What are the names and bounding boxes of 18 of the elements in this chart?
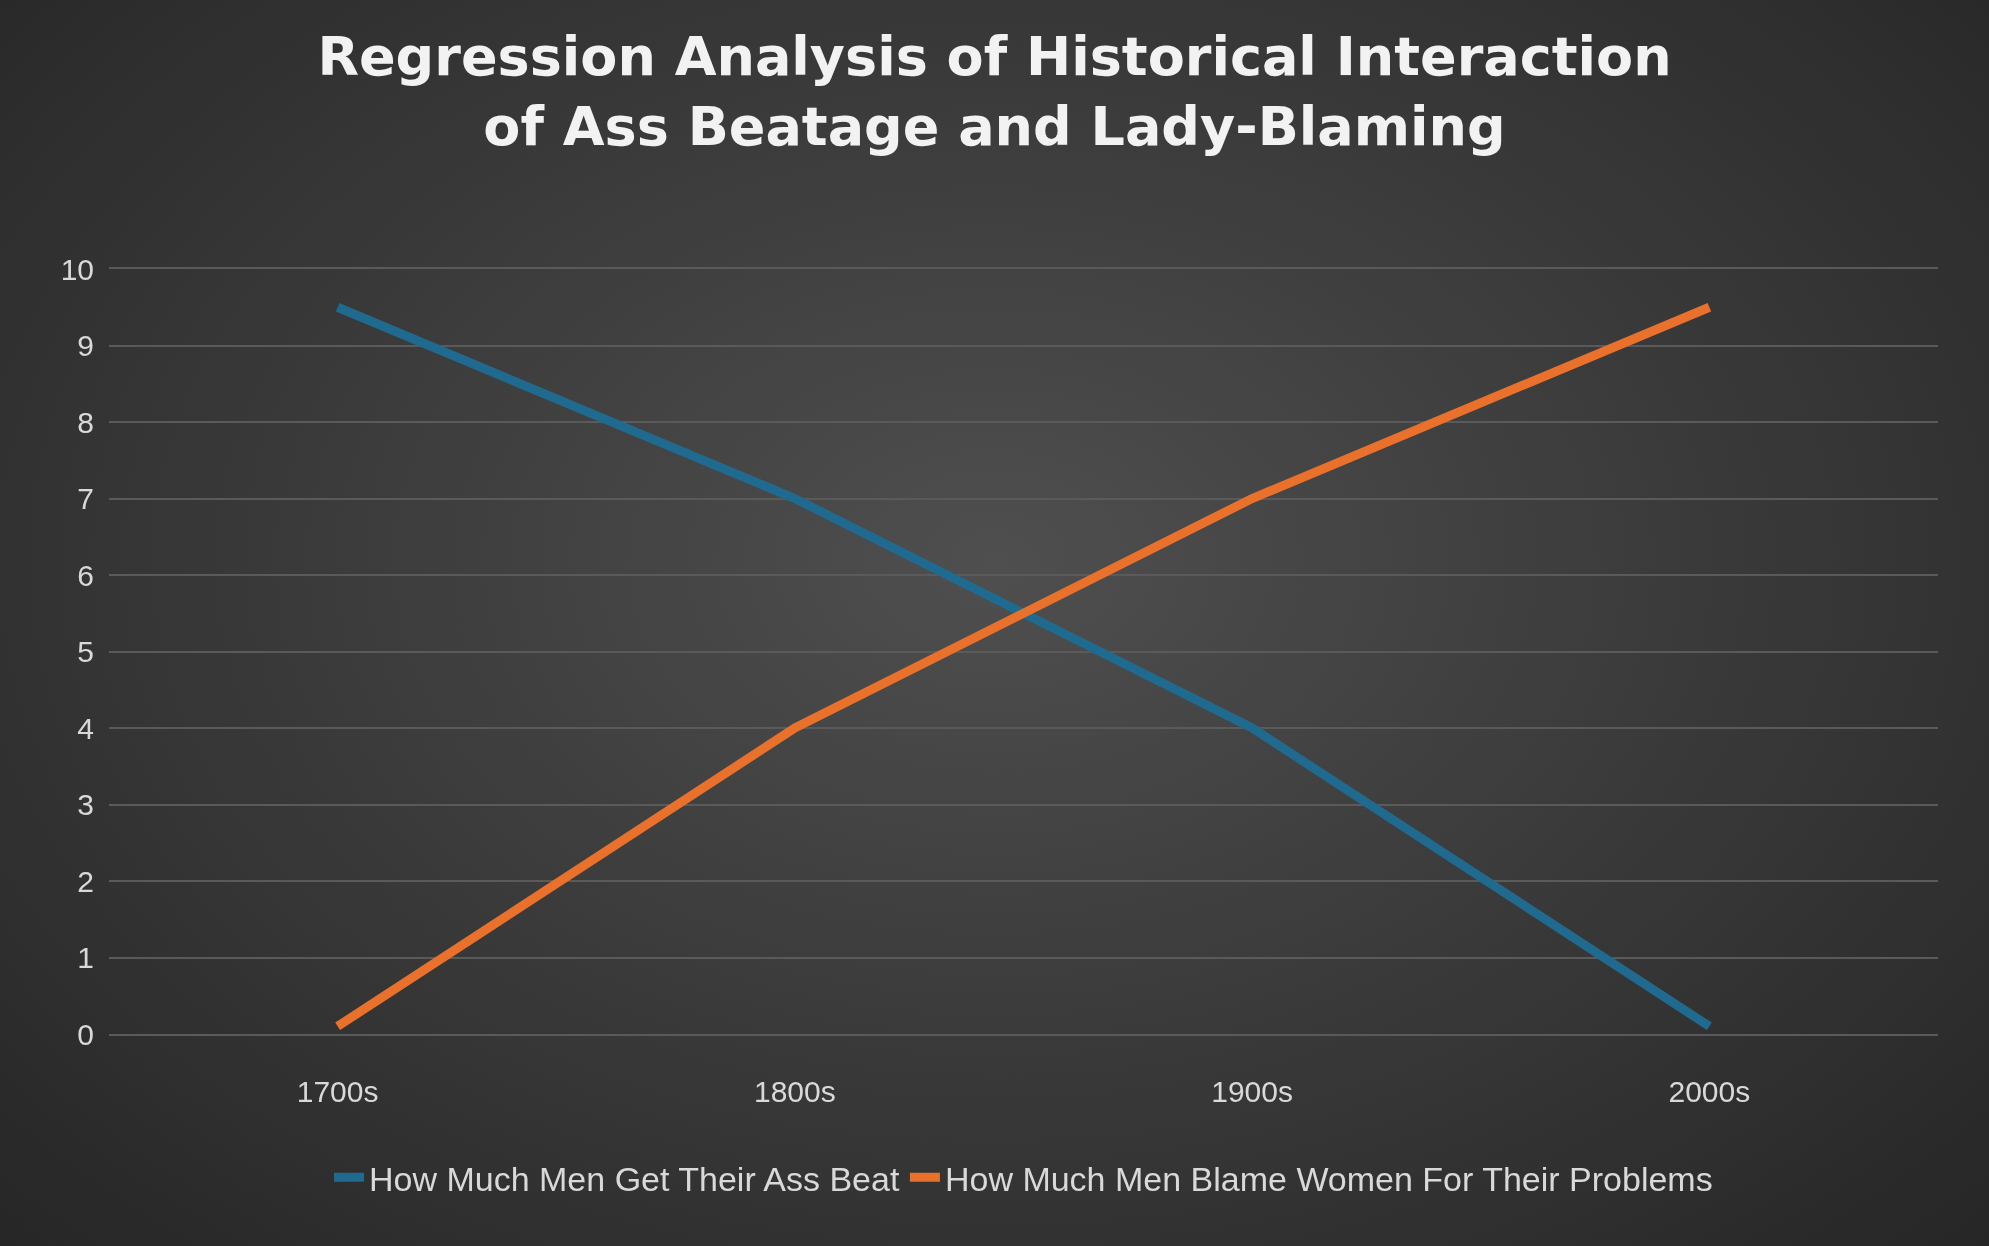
y-tick-label: 5 xyxy=(77,635,94,668)
legend-label: How Much Men Get Their Ass Beat xyxy=(369,1159,900,1198)
y-tick-label: 8 xyxy=(77,405,94,439)
legend-label: How Much Men Blame Women For Their Problems xyxy=(944,1159,1713,1198)
x-tick-label: 1900s xyxy=(1211,1075,1294,1108)
x-tick-label: 2000s xyxy=(1668,1075,1751,1108)
x-tick-label: 1800s xyxy=(754,1075,836,1108)
y-tick-label: 10 xyxy=(60,252,94,286)
y-tick-label: 7 xyxy=(77,482,94,515)
chart-title: Regression Analysis of Historical Interaction of Ass Beatage and Lady-Blaming xyxy=(317,24,1672,158)
y-tick-label: 2 xyxy=(77,864,94,898)
y-tick-label: 4 xyxy=(77,711,94,745)
y-tick-label: 1 xyxy=(77,941,94,974)
y-tick-label: 6 xyxy=(77,558,94,592)
x-tick-label: 1700s xyxy=(296,1075,379,1108)
y-tick-label: 3 xyxy=(77,788,94,821)
y-tick-label: 9 xyxy=(77,329,94,362)
y-tick-label: 0 xyxy=(77,1017,94,1051)
